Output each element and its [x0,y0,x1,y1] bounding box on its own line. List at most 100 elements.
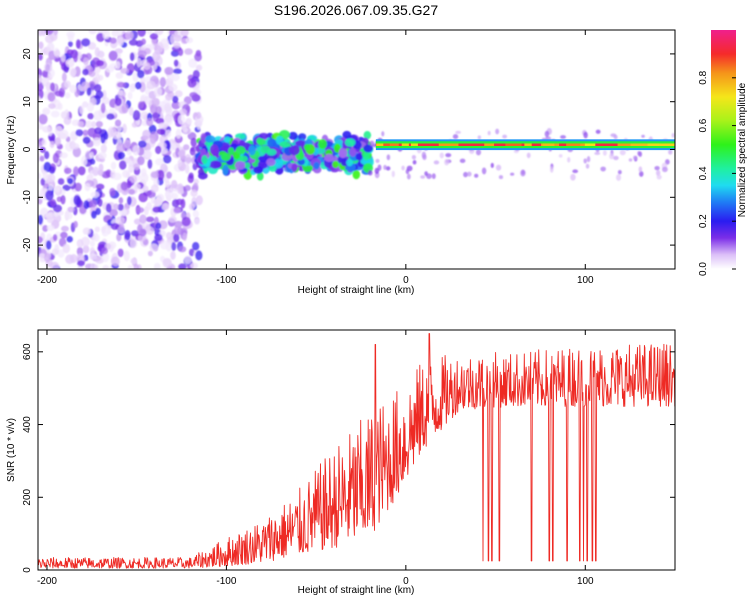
spectrogram-cell [105,65,115,73]
spectrogram-cell [101,171,111,179]
spectrogram-cell [82,136,91,144]
spectrogram-cell [44,151,50,160]
spectrogram-cell [127,91,133,100]
spectrogram-cell [93,139,101,147]
spectrogram-cell [159,240,169,250]
spectrogram-cell [155,158,164,166]
spectrogram-cell [267,138,277,148]
spectrogram-cell [65,254,75,265]
colorbar-gradient [711,30,736,269]
spectrogram-cell [159,77,166,88]
snr-series-line [38,333,675,569]
spectrogram-cell [118,89,124,96]
spectrogram-cell [313,161,320,170]
spectrogram-cell [431,173,436,180]
spectrogram-cell [150,103,158,115]
spectrogram-cell [76,51,82,60]
spectrogram-cell [91,210,97,219]
spectrogram-cell [586,156,591,163]
spectrogram-cell [47,92,56,102]
spectrogram-cell [628,158,633,162]
y-tick-label: 200 [22,488,33,505]
spectrogram-cell [64,212,73,220]
spectrogram-cell [173,34,182,42]
spectrogram-cell [47,173,56,183]
spectrogram-cell [43,161,52,173]
spectrogram-cell [54,90,64,97]
spectrogram-cell [152,206,162,213]
spectrogram-cell [526,152,531,159]
spectrogram-cell [44,62,53,73]
spectrogram-cell [477,135,482,140]
spectrogram-cell [127,264,134,269]
spectrogram-cell [63,80,71,89]
spectrogram-cell [184,153,192,165]
colorbar-tick-label: 0.6 [698,118,709,132]
spectrogram-cell [64,109,70,120]
spectrogram-cell [187,78,197,88]
spectrogram-cell [133,163,140,170]
spectrogram-cell [122,169,131,178]
spectrogram-cell [239,155,248,162]
colorbar-tick-label: 0.8 [698,70,709,84]
spectrogram-cell [82,101,89,108]
spectrogram-cell [67,206,75,213]
spectrogram-cell [352,169,361,180]
x-tick-label: -100 [216,576,236,587]
spectrogram-cell [594,151,601,155]
spectrogram-cell [184,185,191,192]
spectrogram-cell [90,191,100,198]
spectrogram-cell [116,30,123,37]
spectrogram-cell [174,90,183,98]
spectrogram-cell [60,231,68,239]
spectrogram-cell [53,30,58,36]
spectrogram-cell [602,150,607,156]
chart-title: S196.2026.067.09.35.G27 [274,2,438,18]
spectrogram-cell [119,160,127,170]
spectrogram-cell [420,175,426,179]
spectrogram-cell [132,110,141,121]
spectrogram-cell [61,72,67,82]
spectrogram-cell [192,69,200,79]
spectrogram-cell [463,171,468,178]
spectrogram-cell [97,198,103,207]
spectrogram-cell [147,159,153,169]
spectrogram-cell [161,203,170,211]
spectrogram-cell [123,250,130,262]
spectrogram-cell [174,225,180,235]
spectrogram-cell [560,135,566,139]
spectrogram-cell [120,181,129,191]
spectrogram-cell [173,207,181,214]
spectrogram-cell [140,172,149,184]
spectrogram-cell [122,123,127,134]
spectrogram-cell [406,165,413,172]
spectrogram-cell [132,145,140,156]
spectrogram-cell [82,57,89,66]
spectrogram-cell [94,127,102,135]
spectrogram-cell [91,121,97,128]
spectrogram-cell [116,233,122,242]
spectrogram-x-label: Height of straight line (km) [298,285,415,296]
spectrogram-cell [71,143,80,150]
spectrogram-cell [189,147,196,156]
spectrogram-cell [116,142,125,154]
spectrogram-cell [164,66,174,76]
spectrogram-cell [671,132,675,138]
spectrogram-cell [112,172,122,181]
spectrogram-cell [332,160,339,169]
spectrogram-cell [138,101,145,109]
spectrogram-cell [583,131,588,139]
spectrogram-cell [117,248,124,258]
spectrogram-cell [73,54,78,63]
spectrogram-cell [613,155,619,161]
spectrogram-cell [120,67,130,74]
spectrogram-cell [109,37,117,44]
spectrogram-cell [129,84,136,93]
spectrogram-y-ticks: -20 -10 0 10 20 [22,48,675,252]
spectrogram-cell [181,216,191,227]
spectrogram-cell [75,39,81,49]
spectrogram-cell [149,243,159,252]
spectrogram-cell [95,183,105,190]
spectrogram-cell [152,51,161,62]
spectrogram-cell [82,245,90,254]
